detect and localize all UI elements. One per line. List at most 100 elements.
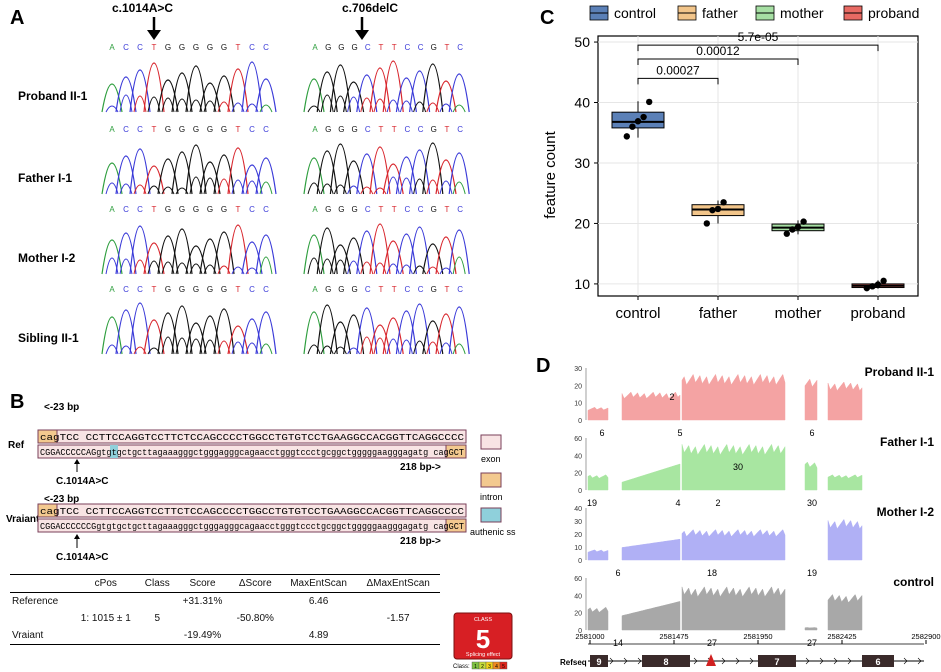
coverage-track-0: 30 20 10 0 Proband II-1 2 6 5 6	[574, 365, 934, 438]
var-seq-line2: CGGACCCCCCGgtgtgctgcttagaaagggctgggagggc…	[40, 521, 464, 532]
class-scale-cell	[499, 661, 508, 670]
track-y-tick: 60	[574, 436, 582, 443]
var-mut-arrow-icon	[74, 534, 80, 548]
ref-label: Ref	[8, 440, 25, 451]
significance-bracket: 5.7e-05	[637, 30, 879, 52]
base-call: T	[152, 125, 157, 134]
base-call: C	[263, 43, 269, 52]
junction-count: 14	[613, 638, 623, 648]
p-value-label: 0.00027	[656, 63, 700, 77]
chromatogram-trace	[303, 60, 470, 113]
ref-bp-right: 218 bp->	[400, 462, 441, 473]
legend-label: proband	[868, 5, 919, 21]
base-call: T	[392, 43, 397, 52]
base-call: G	[351, 285, 357, 294]
base-call: T	[445, 205, 450, 214]
significance-bracket: 0.00027	[637, 63, 719, 85]
box-proband	[851, 277, 905, 292]
boxplot-legend: control father mother proband	[589, 5, 919, 21]
axis-tick-label: 2582425	[827, 632, 856, 641]
data-point	[794, 223, 802, 231]
panel-d-letter: D	[536, 355, 550, 377]
panel-a-letter: A	[10, 7, 24, 29]
track-name: control	[893, 575, 934, 589]
track-y-tick: 30	[574, 366, 582, 373]
data-point	[874, 281, 882, 288]
strand-arrow-icon	[847, 657, 852, 665]
panel-b-letter: B	[10, 391, 24, 413]
base-call: G	[179, 205, 185, 214]
base-call: C	[249, 125, 255, 134]
var-mut-label: C.1014A>C	[56, 552, 109, 563]
chromatogram-trace	[303, 142, 470, 195]
track-y-tick: 10	[574, 401, 582, 408]
data-point	[880, 277, 887, 285]
panel-b-splicing: B <-23 bp Ref cagTCC CCTTCCAGGTCCTTCTCCA…	[6, 391, 516, 563]
p-value-label: 5.7e-05	[738, 30, 779, 44]
data-point	[623, 133, 630, 140]
track-y-tick: 40	[574, 506, 582, 513]
base-call: G	[221, 43, 227, 52]
chromatogram-trace	[303, 303, 470, 355]
data-point	[714, 205, 722, 213]
axis-tick-label: 2581000	[575, 632, 604, 641]
base-call: A	[312, 285, 318, 294]
base-call: A	[312, 205, 318, 214]
x-tick-label: father	[699, 305, 737, 322]
base-call: G	[351, 43, 357, 52]
base-call: C	[249, 43, 255, 52]
base-call: A	[312, 125, 318, 134]
sample-label: Sibling II-1	[18, 331, 79, 345]
class-badge-bottom: Splicing effect	[466, 652, 501, 658]
base-call: A	[109, 43, 115, 52]
track-y-tick: 0	[578, 628, 582, 635]
y-tick-label: 20	[574, 215, 590, 231]
y-axis-label: feature count	[542, 130, 559, 218]
class-scale-number: 4	[495, 664, 498, 670]
base-call: T	[392, 205, 397, 214]
data-point	[720, 199, 727, 206]
col-header-cpos: cPos	[72, 574, 140, 593]
junction-count: 19	[807, 568, 817, 578]
coverage-bars	[587, 549, 609, 561]
panel-c-letter: C	[540, 7, 554, 29]
box-control	[611, 98, 665, 140]
track-y-tick: 40	[574, 593, 582, 600]
base-call: G	[165, 43, 171, 52]
x-tick-label: control	[615, 305, 660, 322]
track-name: Proband II-1	[865, 365, 935, 379]
class-badge-top: CLASS	[474, 617, 492, 623]
variant-marker-icon	[706, 654, 716, 666]
coverage-track-3: 60 40 20 0 control 14 27 27	[574, 575, 934, 648]
base-call: G	[325, 43, 331, 52]
chromatogram-trace	[101, 61, 277, 113]
base-call: G	[165, 205, 171, 214]
legend-authentic-ss: authenic ss	[470, 507, 516, 537]
coverage-bars	[804, 378, 818, 421]
data-point	[789, 226, 796, 233]
significance-bracket: 0.00012	[637, 44, 799, 65]
base-call: C	[405, 125, 411, 134]
refseq-track: Refseq 9 8 7 6	[560, 654, 924, 667]
base-call: G	[221, 285, 227, 294]
base-call: T	[152, 285, 157, 294]
strand-arrow-icon	[805, 657, 810, 665]
base-call: G	[207, 125, 213, 134]
box-mother	[771, 218, 825, 237]
track-y-tick: 0	[578, 558, 582, 565]
track-y-tick: 20	[574, 471, 582, 478]
coverage-bars	[681, 529, 786, 561]
track-y-tick: 20	[574, 532, 582, 539]
refseq-label: Refseq	[560, 658, 587, 667]
legend-exon: exon	[480, 434, 502, 464]
base-call: G	[325, 285, 331, 294]
coverage-bars	[681, 586, 786, 631]
class-scale-number: 3	[488, 664, 491, 670]
track-y-tick: 60	[574, 576, 582, 583]
coverage-bars	[621, 463, 681, 491]
coverage-bars	[827, 474, 863, 491]
arrow-1-icon	[147, 17, 161, 40]
base-call: A	[109, 125, 115, 134]
ref-bp-left: <-23 bp	[44, 402, 79, 413]
